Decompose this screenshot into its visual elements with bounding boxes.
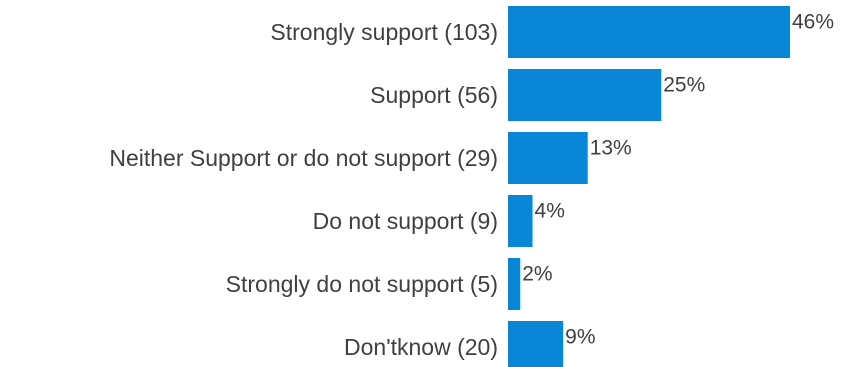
value-label-0: 46% [792, 11, 834, 34]
category-label-5: Don'tknow (20) [344, 334, 498, 360]
bars-group [508, 6, 790, 367]
category-labels-group: Strongly support (103) Support (56) Neithe… [109, 19, 498, 360]
value-label-1: 25% [663, 74, 705, 97]
category-label-0: Strongly support (103) [270, 19, 498, 45]
category-label-4: Strongly do not support (5) [226, 271, 498, 297]
category-label-2: Neither Support or do not support (29) [109, 145, 498, 171]
value-label-3: 4% [535, 200, 565, 223]
value-labels-group: 46% 25% 13% 4% 2% 9% [522, 11, 834, 349]
bar-2 [508, 132, 588, 184]
value-label-4: 2% [522, 263, 552, 286]
category-label-1: Support (56) [370, 82, 498, 108]
category-label-3: Do not support (9) [313, 208, 498, 234]
bar-0 [508, 6, 790, 58]
bar-5 [508, 321, 564, 367]
bar-4 [508, 258, 521, 310]
bar-1 [508, 69, 662, 121]
bar-3 [508, 195, 533, 247]
value-label-2: 13% [590, 137, 632, 160]
value-label-5: 9% [565, 326, 595, 349]
